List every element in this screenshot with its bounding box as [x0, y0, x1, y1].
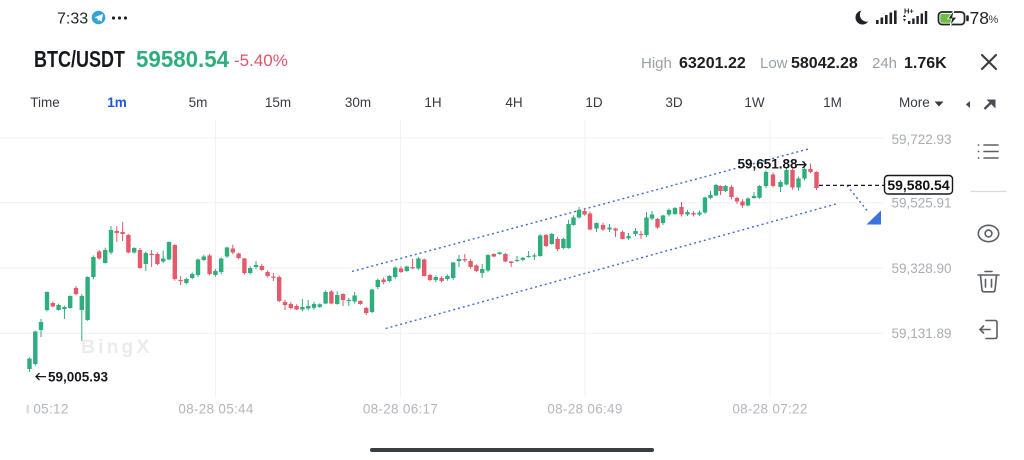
svg-text:08-28 05:44: 08-28 05:44 — [178, 402, 254, 417]
svg-text:08-28 06:49: 08-28 06:49 — [547, 402, 622, 417]
svg-text:7:33: 7:33 — [57, 11, 88, 28]
svg-text:08-28 06:17: 08-28 06:17 — [363, 402, 438, 417]
svg-text:59,328.90: 59,328.90 — [891, 261, 951, 276]
svg-text:78: 78 — [970, 8, 989, 28]
svg-text:05:12: 05:12 — [33, 402, 68, 417]
svg-text:59,722.93: 59,722.93 — [891, 132, 951, 147]
svg-text:59,005.93: 59,005.93 — [48, 370, 109, 385]
svg-text:08-28 07:22: 08-28 07:22 — [732, 402, 807, 417]
svg-text:H+: H+ — [904, 7, 914, 16]
svg-text:%: % — [989, 14, 999, 26]
svg-text:59,131.89: 59,131.89 — [891, 326, 951, 341]
svg-text:59,525.91: 59,525.91 — [891, 196, 951, 211]
svg-text:59,580.54: 59,580.54 — [887, 177, 949, 193]
svg-text:59,651.88: 59,651.88 — [738, 157, 799, 172]
svg-text:BingX: BingX — [81, 336, 152, 358]
